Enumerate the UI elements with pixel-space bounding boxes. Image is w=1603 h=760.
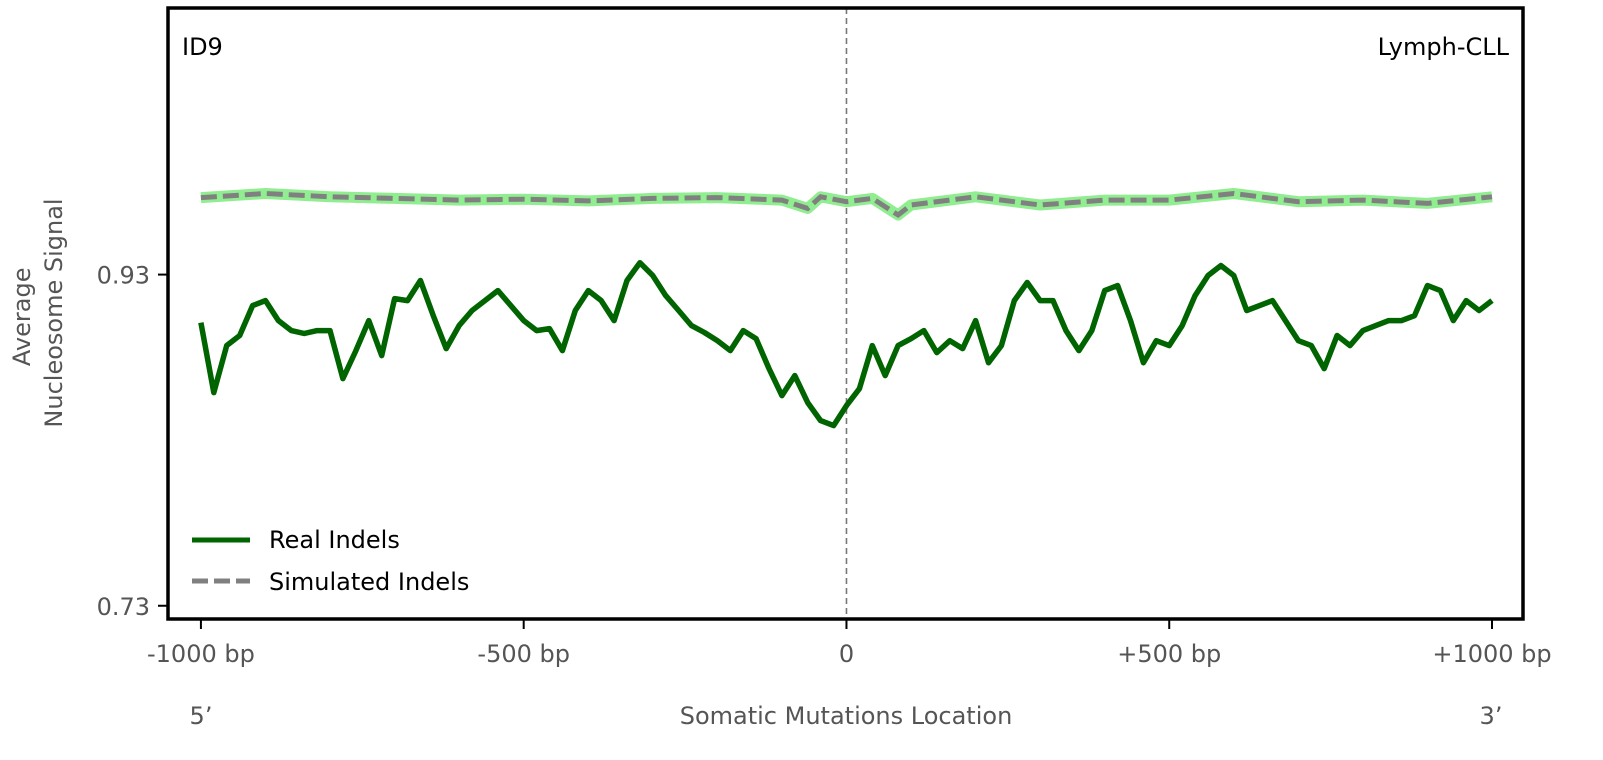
strand-5prime-label: 5’ [190, 702, 213, 730]
legend-label-simulated: Simulated Indels [269, 568, 469, 596]
title-left: ID9 [182, 33, 223, 61]
x-tick-label: +1000 bp [1432, 640, 1551, 668]
x-axis-label: Somatic Mutations Location [680, 702, 1013, 730]
real-indels-line [198, 259, 1494, 429]
series-layer [198, 188, 1494, 429]
legend: Real Indels Simulated Indels [192, 526, 469, 596]
x-tick-label: -500 bp [477, 640, 570, 668]
y-axis-label: Average Nucleosome Signal [8, 198, 68, 427]
x-tick-label: 0 [839, 640, 854, 668]
y-axis-label-line1: Average [8, 268, 36, 367]
simulated-indels-line [200, 190, 1493, 219]
legend-label-real: Real Indels [269, 526, 400, 554]
x-tick-label: +500 bp [1117, 640, 1221, 668]
axis-ticks: -1000 bp -500 bp 0 +500 bp +1000 bp 0.93 0.73 [97, 262, 1552, 668]
y-tick-label: 0.73 [97, 593, 150, 621]
y-tick-label: 0.93 [97, 262, 150, 290]
strand-3prime-label: 3’ [1480, 702, 1503, 730]
y-axis-label-line2: Nucleosome Signal [40, 198, 68, 427]
title-right: Lymph-CLL [1378, 33, 1510, 61]
x-tick-label: -1000 bp [147, 640, 255, 668]
plot-frame [166, 6, 1525, 621]
